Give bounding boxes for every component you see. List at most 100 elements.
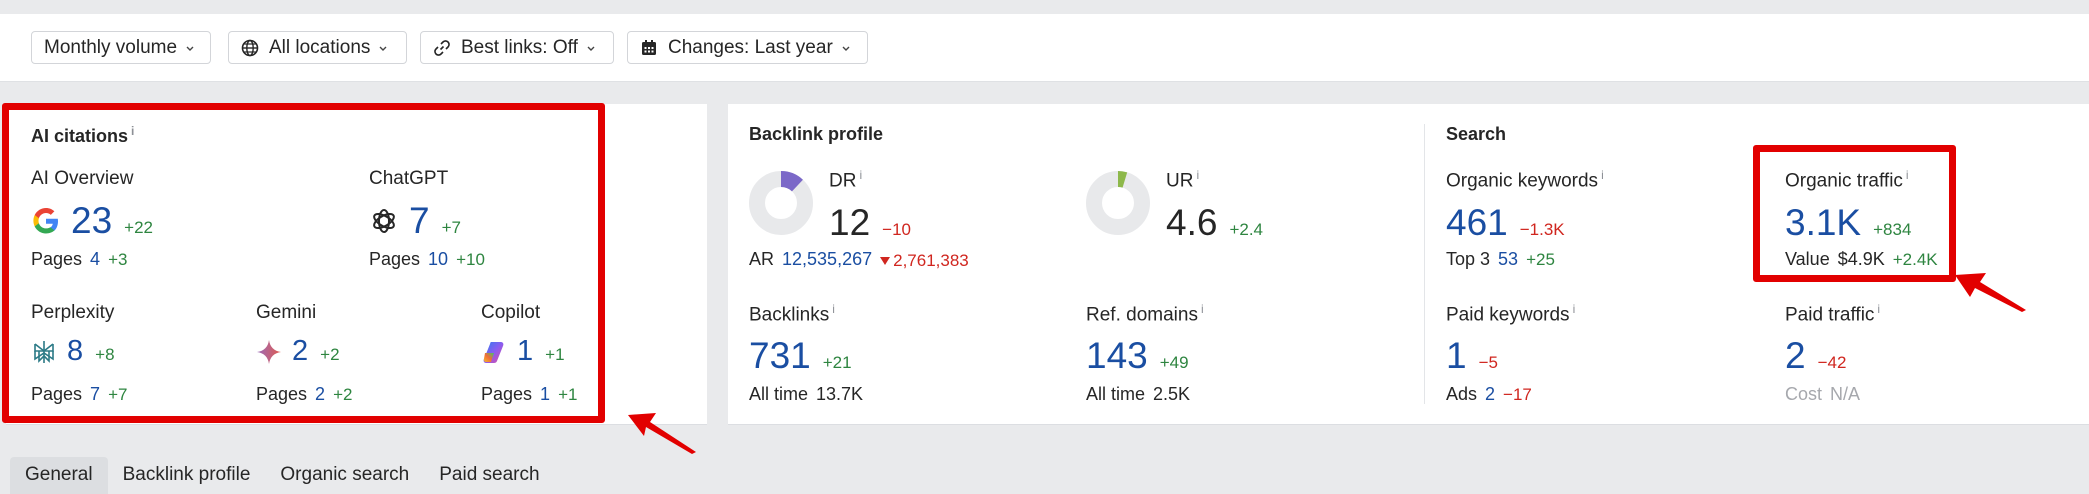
changes-dropdown[interactable]: Changes: Last year bbox=[627, 31, 868, 64]
info-icon[interactable]: i bbox=[859, 168, 863, 182]
ref-domains-delta: +49 bbox=[1159, 353, 1189, 372]
copilot-value-row[interactable]: 1 +1 bbox=[481, 337, 565, 366]
copilot-value: 1 bbox=[517, 335, 534, 367]
tab-bar: General Backlink profile Organic search … bbox=[10, 457, 555, 494]
organic-traffic-label-text: Organic traffic bbox=[1785, 170, 1903, 192]
paid-traffic-value-row[interactable]: 2 −42 bbox=[1785, 337, 1846, 374]
pages-value[interactable]: 1 bbox=[540, 384, 551, 404]
chevron-down-icon bbox=[841, 43, 851, 53]
organic-keywords-value: 461 bbox=[1446, 202, 1508, 243]
top3-value[interactable]: 53 bbox=[1498, 249, 1519, 269]
organic-keywords-label-text: Organic keywords bbox=[1446, 170, 1599, 192]
link-icon bbox=[433, 39, 451, 57]
perplexity-value: 8 bbox=[67, 335, 84, 367]
organic-keywords-value-row[interactable]: 461 −1.3K bbox=[1446, 204, 1565, 241]
all-time-value: 2.5K bbox=[1153, 384, 1191, 404]
organic-traffic-value: 3.1K bbox=[1785, 202, 1862, 243]
ads-label: Ads bbox=[1446, 384, 1478, 404]
perplexity-value-row[interactable]: 8 +8 bbox=[31, 337, 115, 366]
pages-delta: +3 bbox=[108, 250, 128, 269]
info-icon[interactable]: i bbox=[1200, 302, 1204, 316]
pages-value[interactable]: 10 bbox=[428, 249, 449, 269]
backlinks-all-time: All time 13.7K bbox=[749, 384, 863, 405]
ads-value[interactable]: 2 bbox=[1485, 384, 1496, 404]
info-icon[interactable]: i bbox=[1601, 168, 1604, 182]
backlinks-delta: +21 bbox=[822, 353, 852, 372]
dropdown-label: Changes: Last year bbox=[668, 36, 833, 58]
paid-traffic-delta: −42 bbox=[1817, 353, 1847, 372]
tab-backlink-profile[interactable]: Backlink profile bbox=[122, 464, 251, 485]
paid-keywords-value-row[interactable]: 1 −5 bbox=[1446, 337, 1498, 374]
chatgpt-value-row[interactable]: 7 +7 bbox=[369, 202, 461, 239]
cost-row: Cost N/A bbox=[1785, 384, 1860, 405]
pages-delta: +10 bbox=[456, 250, 485, 269]
ur-value-row: 4.6 +2.4 bbox=[1166, 204, 1263, 241]
top3-delta: +25 bbox=[1526, 250, 1555, 269]
pages-delta: +1 bbox=[558, 385, 578, 404]
cost-label: Cost bbox=[1785, 384, 1823, 404]
locations-dropdown[interactable]: All locations bbox=[228, 31, 407, 64]
info-icon[interactable]: i bbox=[1877, 302, 1881, 316]
best-links-dropdown[interactable]: Best links: Off bbox=[420, 31, 614, 64]
cost-value: N/A bbox=[1830, 384, 1861, 404]
paid-traffic-label-text: Paid traffic bbox=[1785, 304, 1875, 326]
ref-domains-value-row[interactable]: 143 +49 bbox=[1086, 337, 1189, 374]
dr-label: DR i bbox=[829, 168, 862, 192]
tab-organic-search[interactable]: Organic search bbox=[280, 464, 410, 485]
chevron-down-icon bbox=[185, 43, 195, 53]
tab-paid-search[interactable]: Paid search bbox=[439, 464, 540, 485]
ai-overview-delta: +22 bbox=[124, 218, 153, 237]
pages-label: Pages bbox=[481, 384, 533, 404]
all-time-value: 13.7K bbox=[816, 384, 864, 404]
dropdown-label: Monthly volume bbox=[44, 36, 178, 58]
annotation-arrow-icon bbox=[620, 410, 700, 465]
pages-value[interactable]: 7 bbox=[90, 384, 101, 404]
dr-donut-chart bbox=[749, 171, 813, 235]
section-title-text: AI citations bbox=[31, 126, 129, 146]
ref-domains-value: 143 bbox=[1086, 335, 1148, 376]
info-icon[interactable]: i bbox=[832, 302, 835, 316]
backlinks-label-text: Backlinks bbox=[749, 304, 830, 326]
pages-value[interactable]: 2 bbox=[315, 384, 326, 404]
organic-keywords-label: Organic keywords i bbox=[1446, 168, 1604, 192]
chatgpt-delta: +7 bbox=[441, 218, 461, 237]
copilot-label: Copilot bbox=[481, 302, 541, 323]
info-icon[interactable]: i bbox=[1905, 168, 1909, 182]
organic-traffic-label: Organic traffic i bbox=[1785, 168, 1909, 192]
gemini-delta: +2 bbox=[320, 345, 340, 364]
backlinks-value-row[interactable]: 731 +21 bbox=[749, 337, 852, 374]
triangle-down-icon bbox=[880, 257, 891, 265]
gemini-value-row[interactable]: 2 +2 bbox=[256, 337, 340, 366]
gemini-pages: Pages 2 +2 bbox=[256, 384, 352, 405]
pages-label: Pages bbox=[256, 384, 308, 404]
copilot-icon bbox=[481, 339, 507, 365]
info-icon[interactable]: i bbox=[131, 124, 135, 138]
all-time-label: All time bbox=[1086, 384, 1146, 404]
dr-value-row: 12 −10 bbox=[829, 204, 911, 241]
ref-domains-all-time: All time 2.5K bbox=[1086, 384, 1190, 405]
paid-traffic-label: Paid traffic i bbox=[1785, 302, 1880, 326]
ai-overview-value: 23 bbox=[71, 200, 113, 241]
ads-delta: −17 bbox=[1503, 385, 1532, 404]
ur-value: 4.6 bbox=[1166, 202, 1218, 243]
organic-traffic-value-row[interactable]: 3.1K +834 bbox=[1785, 204, 1911, 241]
info-icon[interactable]: i bbox=[1196, 168, 1200, 182]
ai-overview-pages: Pages 4 +3 bbox=[31, 249, 127, 270]
gemini-label: Gemini bbox=[256, 302, 317, 323]
paid-keywords-label-text: Paid keywords bbox=[1446, 304, 1570, 326]
tab-general[interactable]: General bbox=[10, 457, 108, 494]
monthly-volume-dropdown[interactable]: Monthly volume bbox=[31, 31, 211, 64]
dr-label-text: DR bbox=[829, 170, 857, 192]
value-label: Value bbox=[1785, 249, 1830, 269]
ur-label: UR i bbox=[1166, 168, 1199, 192]
ur-donut-chart bbox=[1086, 171, 1150, 235]
ai-overview-value-row[interactable]: 23 +22 bbox=[31, 202, 153, 239]
google-icon bbox=[31, 206, 61, 236]
traffic-value: $4.9K bbox=[1837, 249, 1885, 269]
pages-value[interactable]: 4 bbox=[90, 249, 101, 269]
ar-value[interactable]: 12,535,267 bbox=[782, 249, 873, 269]
organic-traffic-delta: +834 bbox=[1873, 220, 1912, 239]
backlinks-label: Backlinks i bbox=[749, 302, 835, 326]
info-icon[interactable]: i bbox=[1572, 302, 1576, 316]
ar-delta: 2,761,383 bbox=[880, 251, 969, 271]
